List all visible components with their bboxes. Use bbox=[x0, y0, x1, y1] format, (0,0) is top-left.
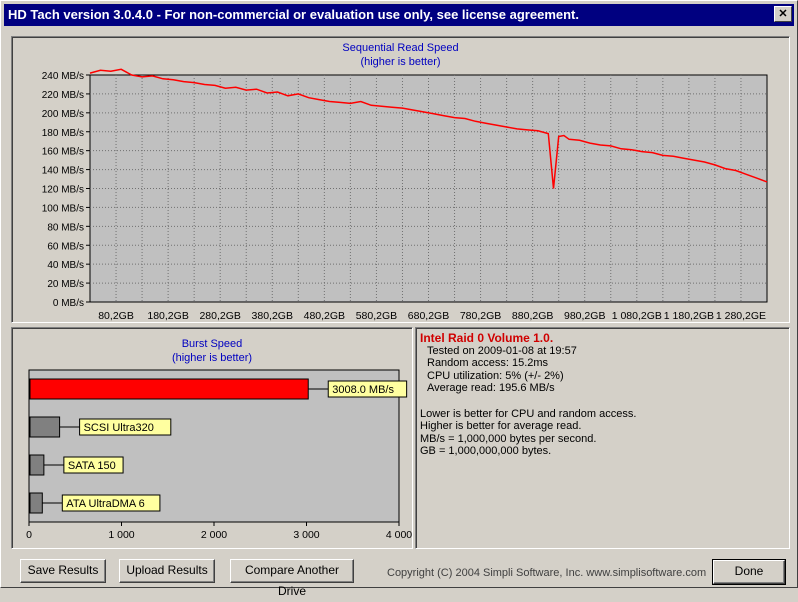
burst-bar bbox=[29, 492, 43, 514]
burst-bar-label: SCSI Ultra320 bbox=[84, 422, 154, 434]
burst-chart-subtitle: (higher is better) bbox=[171, 352, 253, 364]
sequential-read-chart: 240 MB/s 220 MB/s 200 MB/s 180 MB/s 160 MB/s… bbox=[42, 68, 768, 322]
burst-x-tick-label: 4 000 bbox=[386, 529, 412, 541]
read-x-tick-label: 580,2GB bbox=[356, 310, 397, 322]
read-x-tick-label: 680,2GB bbox=[408, 310, 449, 322]
read-chart-subtitle: (higher is better) bbox=[360, 56, 441, 68]
upload-results-button[interactable]: Upload Results bbox=[119, 559, 215, 583]
read-speed-line bbox=[89, 68, 768, 189]
read-x-tick-label: 380,2GB bbox=[252, 310, 293, 322]
read-chart-title: Sequential Read Speed bbox=[342, 42, 459, 54]
note-cpu: Lower is better for CPU and random acces… bbox=[420, 407, 637, 420]
close-icon: ✕ bbox=[778, 8, 788, 20]
close-button[interactable]: ✕ bbox=[774, 6, 792, 22]
read-x-tick-label: 180,2GB bbox=[147, 310, 188, 322]
burst-label-box bbox=[327, 380, 408, 398]
read-x-tick-label: 480,2GB bbox=[304, 310, 345, 322]
read-y-tick-label: 140 MB/s bbox=[42, 166, 84, 177]
burst-bar bbox=[29, 416, 61, 438]
read-y-tick-label: 20 MB/s bbox=[47, 279, 84, 290]
burst-bar bbox=[29, 454, 45, 476]
burst-bar-label: 3008.0 MB/s bbox=[332, 384, 394, 396]
burst-x-tick-label: 2 000 bbox=[201, 529, 227, 541]
read-x-tick-label: 280,2GB bbox=[199, 310, 240, 322]
compare-drive-button[interactable]: Compare Another Drive bbox=[230, 559, 354, 598]
random-access: Random access: 15.2ms bbox=[427, 357, 549, 369]
drive-name: Intel Raid 0 Volume 1.0. bbox=[420, 331, 554, 345]
read-y-tick-label: 240 MB/s bbox=[42, 71, 84, 82]
read-x-tick-label: 1 180,2GB bbox=[664, 310, 714, 322]
read-y-tick-label: 100 MB/s bbox=[42, 203, 84, 214]
burst-label-box bbox=[63, 456, 124, 474]
read-x-tick-label: 980,2GB bbox=[564, 310, 605, 322]
results-info: Intel Raid 0 Volume 1.0. Tested on 2009-… bbox=[420, 332, 636, 458]
burst-label-box bbox=[79, 418, 172, 436]
read-y-tick-label: 160 MB/s bbox=[42, 147, 84, 158]
read-y-tick-label: 120 MB/s bbox=[42, 185, 84, 196]
read-y-tick-label: 80 MB/s bbox=[47, 222, 84, 233]
read-x-tick-label: 780,2GB bbox=[460, 310, 501, 322]
burst-chart-title: Burst Speed bbox=[181, 338, 243, 350]
read-y-tick-label: 200 MB/s bbox=[42, 109, 84, 120]
read-y-tick-label: 0 MB/s bbox=[53, 298, 84, 309]
burst-speed-chart: 0 1 000 2 000 3 000 4 000 3008.0 MB/s SCSI Ult… bbox=[26, 369, 412, 541]
read-y-tick-label: 40 MB/s bbox=[47, 260, 84, 271]
note-mbs: MB/s = 1,000,000 bytes per second. bbox=[420, 432, 597, 445]
read-y-tick-label: 180 MB/s bbox=[42, 128, 84, 139]
burst-x-tick-label: 1 000 bbox=[108, 529, 134, 541]
window-title: HD Tach version 3.0.4.0 - For non-commer… bbox=[8, 7, 579, 22]
burst-x-tick-label: 3 000 bbox=[293, 529, 319, 541]
read-y-tick-label: 60 MB/s bbox=[47, 241, 84, 252]
save-results-button[interactable]: Save Results bbox=[20, 559, 106, 583]
burst-x-tick-label: 0 bbox=[26, 529, 32, 541]
burst-bar bbox=[29, 378, 309, 400]
note-gb: GB = 1,000,000,000 bytes. bbox=[420, 445, 552, 457]
done-button[interactable]: Done bbox=[712, 559, 786, 585]
copyright-text: Copyright (C) 2004 Simpli Software, Inc.… bbox=[387, 567, 707, 579]
read-x-tick-label: 1 280,2GE bbox=[716, 310, 766, 322]
burst-label-box bbox=[61, 494, 161, 512]
burst-bar-label: ATA UltraDMA 6 bbox=[66, 498, 144, 510]
title-bar: HD Tach version 3.0.4.0 - For non-commer… bbox=[4, 4, 794, 26]
cpu-utilization: CPU utilization: 5% (+/- 2%) bbox=[427, 369, 564, 382]
burst-speed-panel: Burst Speed (higher is better) 0 1 000 2 0… bbox=[11, 327, 413, 549]
read-x-tick-label: 880,2GB bbox=[512, 310, 553, 322]
read-y-tick-label: 220 MB/s bbox=[42, 90, 84, 101]
results-info-panel: Intel Raid 0 Volume 1.0. Tested on 2009-… bbox=[415, 327, 790, 549]
burst-bar-label: SATA 150 bbox=[68, 460, 116, 472]
sequential-read-panel: Sequential Read Speed (higher is better)… bbox=[11, 36, 790, 323]
read-x-tick-label: 1 080,2GB bbox=[612, 310, 662, 322]
read-x-tick-label: 80,2GB bbox=[98, 310, 134, 322]
note-read: Higher is better for average read. bbox=[420, 420, 582, 432]
tested-on: Tested on 2009-01-08 at 19:57 bbox=[427, 344, 577, 357]
average-read: Average read: 195.6 MB/s bbox=[427, 382, 555, 394]
